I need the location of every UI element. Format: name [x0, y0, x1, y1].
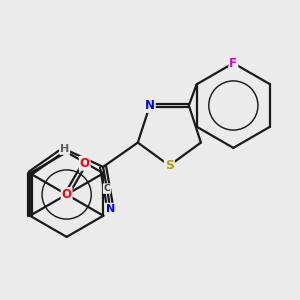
Text: N: N: [145, 99, 155, 112]
Text: F: F: [230, 57, 237, 70]
Text: H: H: [60, 144, 69, 154]
Text: C: C: [103, 184, 110, 193]
Text: S: S: [165, 159, 174, 172]
Text: O: O: [61, 188, 72, 201]
Text: N: N: [106, 204, 115, 214]
Text: O: O: [80, 157, 90, 170]
